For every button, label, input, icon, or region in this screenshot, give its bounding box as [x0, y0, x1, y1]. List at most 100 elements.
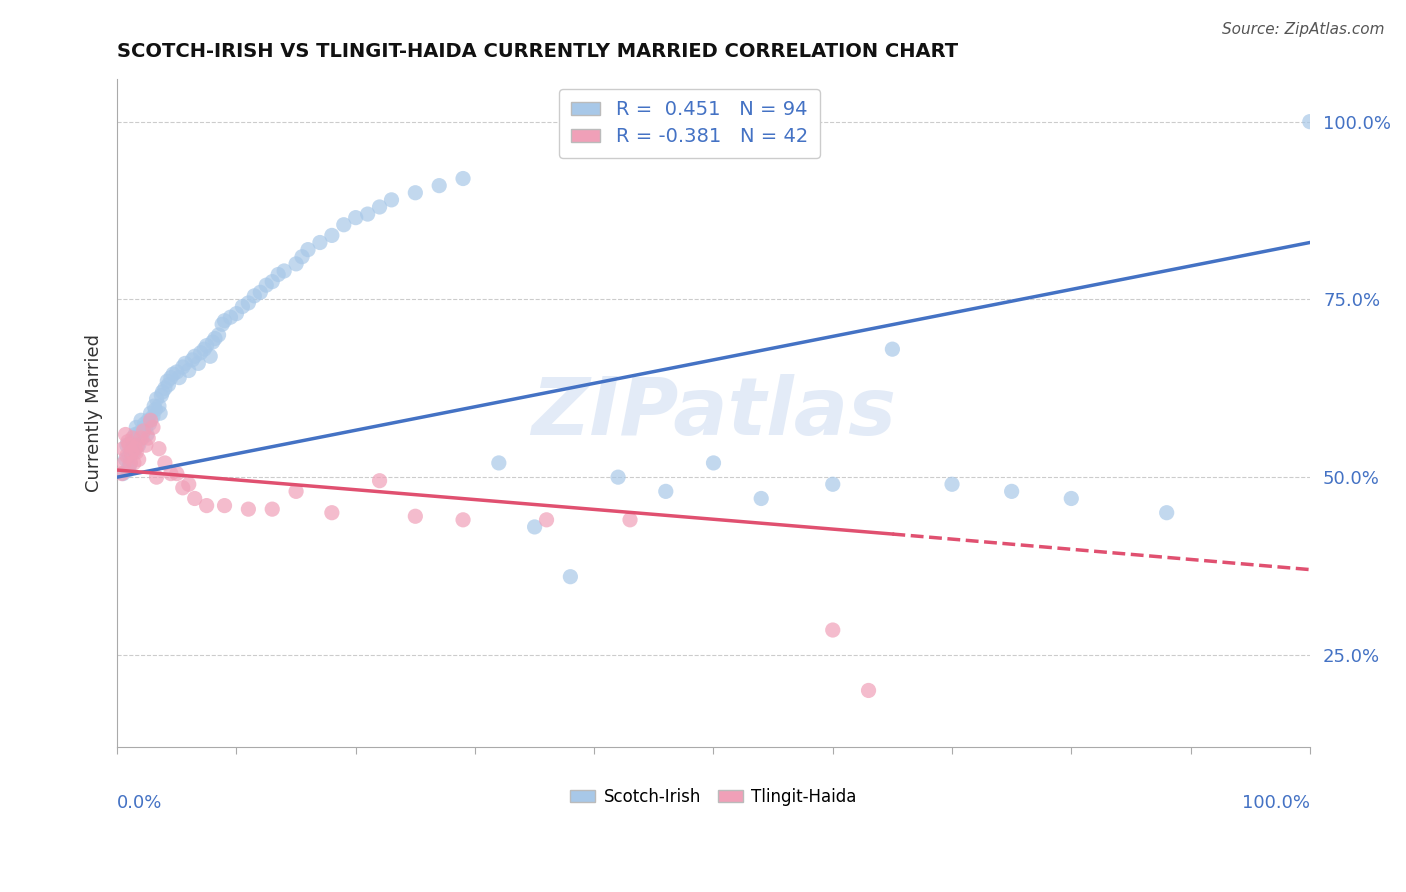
Point — [124, 442, 146, 456]
Point — [193, 342, 215, 356]
Point — [249, 285, 271, 300]
Point — [273, 264, 295, 278]
Point — [124, 438, 146, 452]
Point — [139, 406, 162, 420]
Point — [368, 200, 391, 214]
Point — [118, 459, 141, 474]
Point — [190, 345, 212, 359]
Point — [125, 420, 148, 434]
Point — [131, 431, 153, 445]
Point — [174, 356, 197, 370]
Point — [129, 413, 152, 427]
Point — [655, 484, 678, 499]
Point — [120, 456, 142, 470]
Point — [114, 427, 136, 442]
Point — [404, 186, 426, 200]
Point — [136, 413, 159, 427]
Point — [821, 477, 844, 491]
Point — [404, 509, 426, 524]
Point — [153, 381, 176, 395]
Point — [127, 427, 149, 442]
Point — [451, 171, 474, 186]
Point — [121, 442, 143, 456]
Point — [702, 456, 724, 470]
Point — [160, 370, 183, 384]
Point — [136, 427, 159, 442]
Point — [267, 268, 290, 282]
Point — [321, 228, 343, 243]
Text: SCOTCH-IRISH VS TLINGIT-HAIDA CURRENTLY MARRIED CORRELATION CHART: SCOTCH-IRISH VS TLINGIT-HAIDA CURRENTLY … — [117, 42, 959, 61]
Y-axis label: Currently Married: Currently Married — [86, 334, 103, 492]
Point — [607, 470, 630, 484]
Point — [285, 257, 308, 271]
Point — [118, 449, 141, 463]
Point — [344, 211, 367, 225]
Point — [135, 420, 157, 434]
Point — [368, 474, 391, 488]
Point — [115, 438, 138, 452]
Point — [149, 406, 172, 420]
Point — [135, 438, 157, 452]
Point — [134, 417, 156, 431]
Point — [152, 384, 174, 399]
Point — [231, 300, 253, 314]
Point — [128, 452, 150, 467]
Point — [201, 334, 224, 349]
Point — [148, 399, 170, 413]
Point — [195, 499, 218, 513]
Point — [142, 420, 165, 434]
Point — [427, 178, 450, 193]
Point — [200, 349, 222, 363]
Point — [214, 499, 236, 513]
Text: Source: ZipAtlas.com: Source: ZipAtlas.com — [1222, 22, 1385, 37]
Point — [125, 445, 148, 459]
Point — [309, 235, 332, 250]
Point — [560, 570, 582, 584]
Point — [148, 442, 170, 456]
Point — [243, 289, 266, 303]
Point — [187, 356, 209, 370]
Point — [749, 491, 772, 506]
Point — [619, 513, 641, 527]
Point — [1060, 491, 1083, 506]
Point — [297, 243, 319, 257]
Point — [207, 328, 229, 343]
Point — [821, 623, 844, 637]
Point — [321, 506, 343, 520]
Point — [882, 342, 904, 356]
Point — [121, 445, 143, 459]
Point — [150, 388, 173, 402]
Point — [183, 491, 205, 506]
Point — [172, 481, 194, 495]
Point — [941, 477, 963, 491]
Point — [115, 449, 138, 463]
Point — [195, 338, 218, 352]
Point — [128, 429, 150, 443]
Point — [138, 417, 160, 431]
Point — [333, 218, 356, 232]
Point — [451, 513, 474, 527]
Point — [166, 365, 188, 379]
Point — [125, 431, 148, 445]
Point — [536, 513, 558, 527]
Point — [285, 484, 308, 499]
Point — [143, 399, 166, 413]
Point — [225, 307, 247, 321]
Point — [1156, 506, 1178, 520]
Legend: Scotch-Irish, Tlingit-Haida: Scotch-Irish, Tlingit-Haida — [564, 781, 863, 813]
Point — [167, 370, 190, 384]
Text: ZIPatlas: ZIPatlas — [531, 374, 896, 452]
Point — [160, 467, 183, 481]
Point — [145, 392, 167, 406]
Point — [112, 442, 135, 456]
Point — [128, 438, 150, 452]
Point — [112, 456, 135, 470]
Point — [157, 377, 180, 392]
Point — [136, 431, 159, 445]
Point — [129, 431, 152, 445]
Point — [132, 424, 155, 438]
Point — [122, 445, 145, 459]
Point — [122, 456, 145, 470]
Point — [129, 424, 152, 438]
Point — [118, 438, 141, 452]
